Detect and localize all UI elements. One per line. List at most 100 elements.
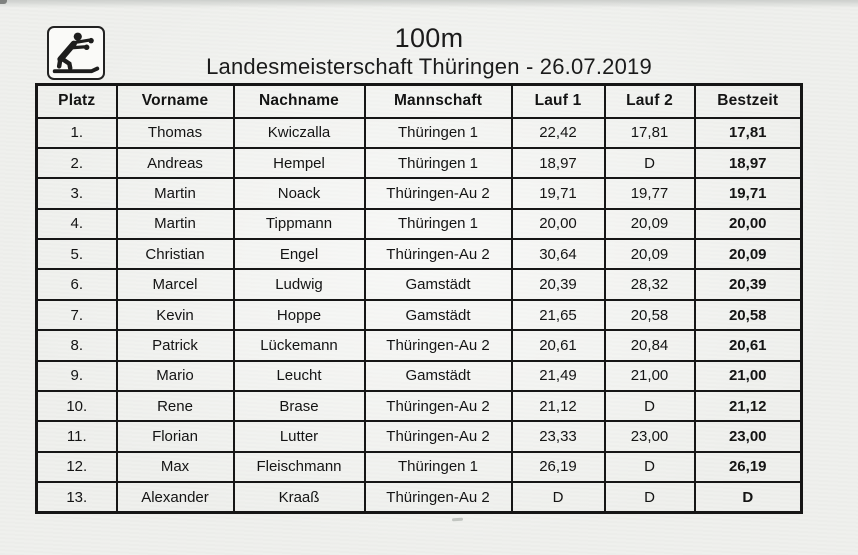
- column-header-lauf2: Lauf 2: [603, 83, 696, 119]
- cell-vorname: Rene: [115, 390, 235, 423]
- cell-bestzeit: 20,00: [693, 207, 803, 241]
- column-header-platz: Platz: [35, 83, 118, 119]
- cell-vorname: Christian: [115, 238, 235, 271]
- cell-nachname: Noack: [232, 177, 366, 210]
- cell-nachname: Lückemann: [232, 329, 366, 362]
- cell-nachname: Lutter: [232, 420, 366, 453]
- cell-bestzeit: 21,00: [693, 359, 803, 393]
- cell-lauf2: 23,00: [603, 420, 696, 453]
- cell-vorname: Florian: [115, 420, 235, 453]
- cell-nachname: Kraaß: [232, 481, 366, 514]
- cell-bestzeit: 17,81: [693, 116, 803, 149]
- table-row: 5. Christian Engel Thüringen-Au 2 30,64 …: [35, 238, 803, 271]
- cell-bestzeit: 20,09: [693, 238, 803, 271]
- cell-vorname: Max: [115, 450, 235, 484]
- championship-subtitle: Landesmeisterschaft Thüringen - 26.07.20…: [206, 54, 652, 79]
- cell-platz: 1.: [35, 116, 118, 149]
- cell-lauf1: 20,39: [510, 268, 606, 301]
- table-row: 8. Patrick Lückemann Thüringen-Au 2 20,6…: [35, 329, 803, 362]
- table-row: 2. Andreas Hempel Thüringen 1 18,97 D 18…: [35, 146, 803, 180]
- cell-lauf2: D: [603, 481, 696, 514]
- cell-lauf1: 30,64: [510, 238, 606, 271]
- cell-mannschaft: Thüringen 1: [363, 450, 513, 484]
- table-row: 7. Kevin Hoppe Gamstädt 21,65 20,58 20,5…: [35, 298, 803, 332]
- cell-lauf1: 19,71: [510, 177, 606, 210]
- cell-lauf1: 20,00: [510, 207, 606, 241]
- table-row: 4. Martin Tippmann Thüringen 1 20,00 20,…: [35, 207, 803, 241]
- table-row: 1. Thomas Kwiczalla Thüringen 1 22,42 17…: [35, 116, 803, 149]
- table-row: 13. Alexander Kraaß Thüringen-Au 2 D D D: [35, 481, 803, 514]
- cell-platz: 3.: [35, 177, 118, 210]
- cell-lauf1: 21,12: [510, 390, 606, 423]
- table-row: 6. Marcel Ludwig Gamstädt 20,39 28,32 20…: [35, 268, 803, 301]
- cell-nachname: Ludwig: [232, 268, 366, 301]
- cell-platz: 2.: [35, 146, 118, 180]
- table-row: 9. Mario Leucht Gamstädt 21,49 21,00 21,…: [35, 359, 803, 393]
- cell-lauf2: D: [603, 146, 696, 180]
- cell-platz: 4.: [35, 207, 118, 241]
- column-header-nachname: Nachname: [232, 83, 366, 119]
- cell-lauf2: 28,32: [603, 268, 696, 301]
- cell-lauf1: D: [510, 481, 606, 514]
- cell-platz: 6.: [35, 268, 118, 301]
- speed-skater-icon: [47, 26, 105, 80]
- cell-bestzeit: 21,12: [693, 390, 803, 423]
- cell-bestzeit: 26,19: [693, 450, 803, 484]
- cell-lauf2: 21,00: [603, 359, 696, 393]
- cell-vorname: Martin: [115, 177, 235, 210]
- cell-vorname: Martin: [115, 207, 235, 241]
- cell-nachname: Fleischmann: [232, 450, 366, 484]
- cell-vorname: Kevin: [115, 298, 235, 332]
- column-header-vorname: Vorname: [115, 83, 235, 119]
- cell-platz: 12.: [35, 450, 118, 484]
- cell-lauf2: 19,77: [603, 177, 696, 210]
- cell-lauf1: 21,65: [510, 298, 606, 332]
- cell-lauf2: 20,84: [603, 329, 696, 362]
- cell-platz: 13.: [35, 481, 118, 514]
- table-row: 10. Rene Brase Thüringen-Au 2 21,12 D 21…: [35, 390, 803, 423]
- cell-bestzeit: 20,58: [693, 298, 803, 332]
- column-header-mannschaft: Mannschaft: [363, 83, 513, 119]
- cell-bestzeit: D: [693, 481, 803, 514]
- cell-mannschaft: Thüringen-Au 2: [363, 481, 513, 514]
- cell-lauf2: D: [603, 390, 696, 423]
- cell-vorname: Mario: [115, 359, 235, 393]
- cell-platz: 8.: [35, 329, 118, 362]
- cell-nachname: Engel: [232, 238, 366, 271]
- title-block: 100m Landesmeisterschaft Thüringen - 26.…: [0, 23, 858, 80]
- cell-platz: 5.: [35, 238, 118, 271]
- cell-lauf1: 18,97: [510, 146, 606, 180]
- header-row: Platz Vorname Nachname Mannschaft Lauf 1…: [35, 83, 803, 119]
- table-row: 3. Martin Noack Thüringen-Au 2 19,71 19,…: [35, 177, 803, 210]
- cell-nachname: Leucht: [232, 359, 366, 393]
- cell-vorname: Patrick: [115, 329, 235, 362]
- cell-mannschaft: Thüringen-Au 2: [363, 177, 513, 210]
- cell-mannschaft: Gamstädt: [363, 359, 513, 393]
- cell-nachname: Kwiczalla: [232, 116, 366, 149]
- cell-nachname: Hempel: [232, 146, 366, 180]
- column-header-lauf1: Lauf 1: [510, 83, 606, 119]
- cell-platz: 7.: [35, 298, 118, 332]
- table-row: 12. Max Fleischmann Thüringen 1 26,19 D …: [35, 450, 803, 484]
- cell-vorname: Marcel: [115, 268, 235, 301]
- cell-vorname: Alexander: [115, 481, 235, 514]
- cell-vorname: Thomas: [115, 116, 235, 149]
- cell-bestzeit: 18,97: [693, 146, 803, 180]
- event-title: 100m: [394, 23, 464, 53]
- cell-mannschaft: Thüringen-Au 2: [363, 390, 513, 423]
- cell-lauf2: 20,09: [603, 207, 696, 241]
- cell-mannschaft: Thüringen 1: [363, 116, 513, 149]
- cell-bestzeit: 20,39: [693, 268, 803, 301]
- cell-lauf2: D: [603, 450, 696, 484]
- cell-bestzeit: 23,00: [693, 420, 803, 453]
- cell-mannschaft: Thüringen 1: [363, 146, 513, 180]
- cell-bestzeit: 19,71: [693, 177, 803, 210]
- cell-nachname: Brase: [232, 390, 366, 423]
- scan-corner-artifact: [0, 0, 7, 4]
- cell-lauf1: 23,33: [510, 420, 606, 453]
- cell-mannschaft: Gamstädt: [363, 268, 513, 301]
- cell-nachname: Tippmann: [232, 207, 366, 241]
- cell-bestzeit: 20,61: [693, 329, 803, 362]
- cell-mannschaft: Thüringen-Au 2: [363, 238, 513, 271]
